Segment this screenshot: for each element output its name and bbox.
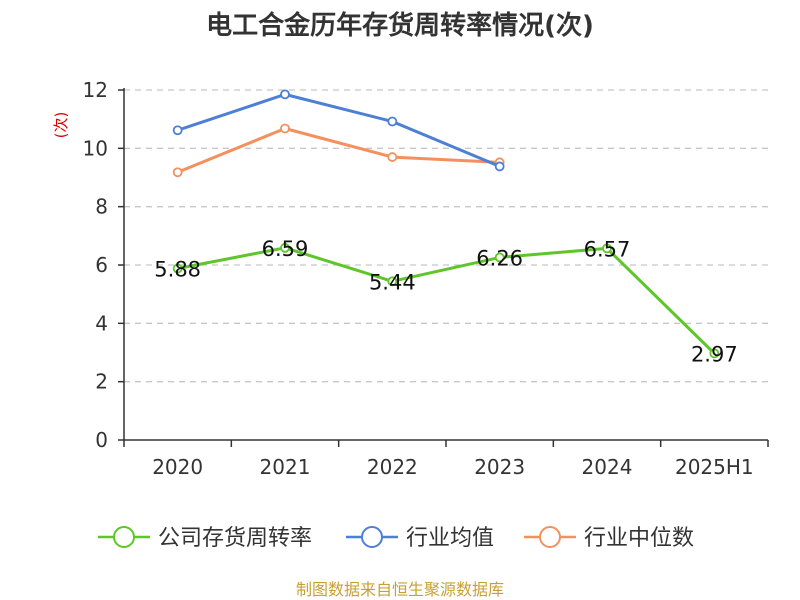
legend-item-0: 公司存货周转率 <box>98 526 312 551</box>
chart-title: 电工合金历年存货周转率情况(次) <box>206 10 594 41</box>
y-tick-label: 6 <box>95 253 108 277</box>
data-point <box>280 123 290 134</box>
data-point <box>494 252 505 263</box>
legend-marker <box>113 526 135 548</box>
x-tick-label: 2025H1 <box>675 455 754 479</box>
legend-label: 公司存货周转率 <box>158 526 312 551</box>
x-tick-label: 2023 <box>474 455 525 479</box>
legend: 公司存货周转率 行业均值 行业中位数 <box>98 526 694 551</box>
y-tick-label: 2 <box>95 370 108 394</box>
y-tick-label: 12 <box>83 78 108 102</box>
data-label: 5.88 <box>154 258 201 282</box>
y-tick-label: 8 <box>95 195 108 219</box>
data-label: 6.26 <box>476 246 523 270</box>
data-point <box>280 242 290 253</box>
y-tick-label: 4 <box>95 311 108 335</box>
series-2 <box>172 123 505 178</box>
legend-marker <box>361 526 383 548</box>
x-tick-label: 2024 <box>582 455 633 479</box>
y-axis-label: (次) <box>52 112 70 139</box>
y-tick-label: 10 <box>83 136 108 160</box>
legend-label: 行业均值 <box>406 526 494 551</box>
axes: 0 2 4 6 8 10 12 2020 2021 2022 2023 2024 2025H1 <box>83 78 769 479</box>
series-line <box>177 127 500 174</box>
data-label: 6.59 <box>262 237 309 261</box>
legend-item-1: 行业均值 <box>346 526 494 551</box>
data-labels: 5.88 6.59 5.44 6.26 6.57 2.97 <box>154 237 737 367</box>
data-point <box>387 116 398 127</box>
data-label: 5.44 <box>369 270 416 294</box>
series-line <box>177 246 716 355</box>
legend-item-2: 行业中位数 <box>524 526 694 551</box>
data-point <box>280 89 290 100</box>
data-point <box>494 161 505 172</box>
data-point <box>387 276 398 287</box>
data-point <box>172 167 183 178</box>
data-point <box>172 125 183 136</box>
x-tick-label: 2021 <box>260 455 311 479</box>
data-label: 2.97 <box>691 342 738 366</box>
data-point <box>387 152 398 162</box>
grid-lines <box>124 89 768 383</box>
legend-marker <box>539 526 561 548</box>
x-tick-label: 2020 <box>152 455 203 479</box>
legend-label: 行业中位数 <box>584 526 694 551</box>
series-layer <box>172 89 720 359</box>
data-point <box>172 263 183 274</box>
data-label: 6.57 <box>584 237 631 261</box>
source-note: 制图数据来自恒生聚源数据库 <box>296 580 504 599</box>
data-point <box>602 243 612 254</box>
series-1 <box>172 89 505 172</box>
x-tick-label: 2022 <box>367 455 418 479</box>
y-tick-label: 0 <box>95 428 108 452</box>
series-line <box>177 92 501 168</box>
series-0 <box>172 242 720 359</box>
data-point <box>709 348 720 359</box>
